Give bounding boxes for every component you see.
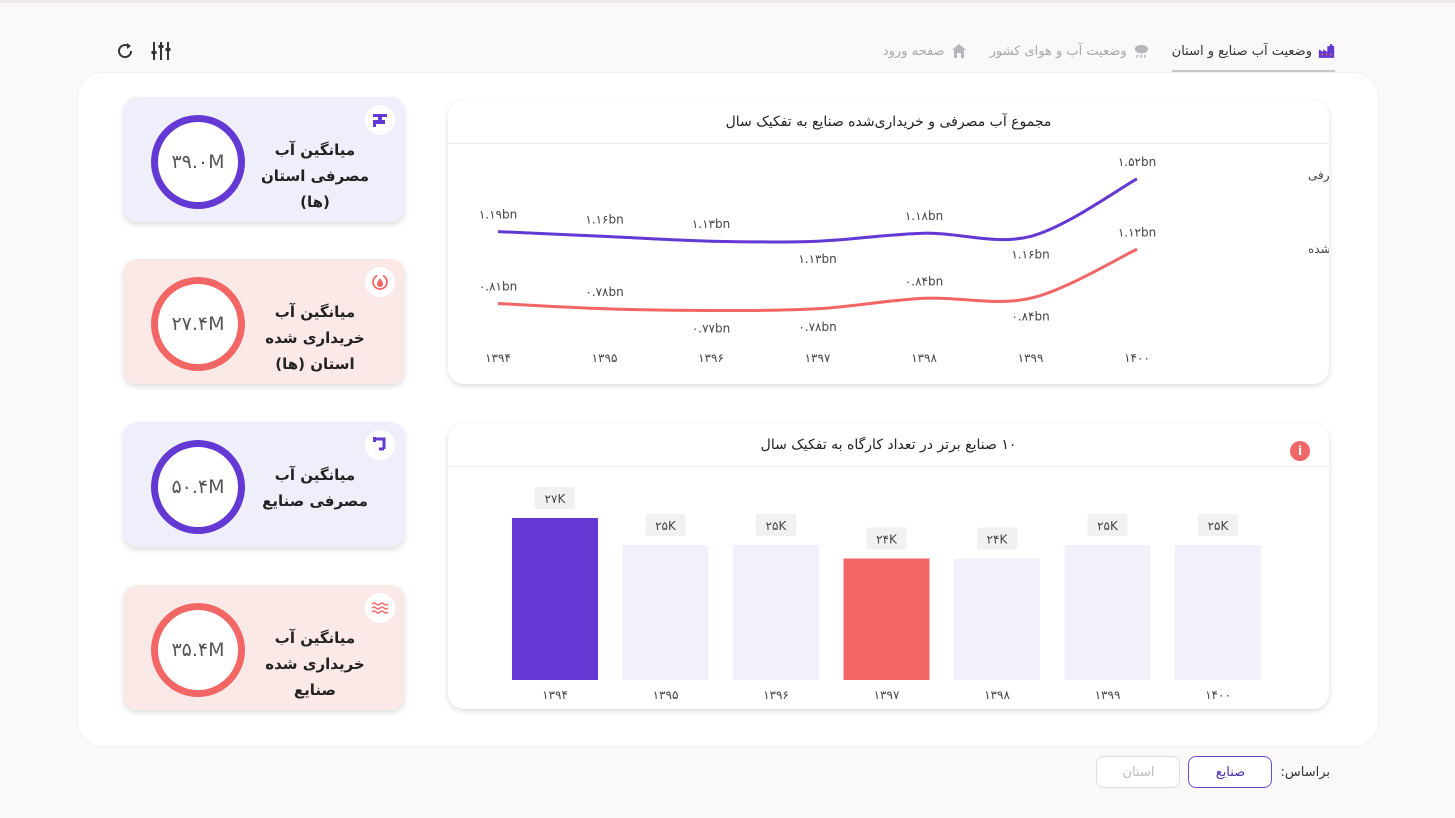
factory-icon [1318,43,1335,60]
series-line-1 [497,177,1138,244]
water-cycle-icon [365,267,395,297]
bar-label-bg [645,514,686,536]
bar-chart-title: ۱۰ صنایع برتر در تعداد کارگاه به تفکیک س… [448,423,1329,467]
bar-value-label: ۲۵K [1097,519,1119,533]
line-chart: ۱.۱۹bn ۱.۱۶bn ۱.۱۳bn ۱.۱۳bn ۱.۱۸bn ۱.۱۶bn ۱.۵۲… [479,155,1329,365]
filter-label: براساس: [1280,764,1330,780]
top-border [0,0,1455,3]
bar-label-bg [1198,514,1238,536]
waves-icon [365,593,395,623]
bar-label-bg [756,514,796,536]
tab-weather[interactable]: وضعیت آب و هوای کشور [990,38,1150,64]
bar [512,518,598,680]
x-tick-label: ۱۳۹۵ [653,688,679,702]
tab-weather-label: وضعیت آب و هوای کشور [989,43,1127,59]
stat-title: میانگین آب مصرفی استان (ها) [260,141,370,211]
home-icon [951,43,968,60]
legend-label: مجموع آب مصرفی [1308,167,1329,183]
bar [733,545,819,680]
filter-group: براساس: صنایع استان [1096,756,1330,788]
data-label: ۱.۱۳bn [692,217,730,231]
sliders-icon [151,42,171,60]
bar-value-label: ۲۵K [655,519,677,533]
data-label: ۰.۷۸bn [585,285,623,299]
x-tick-label: ۱۳۹۸ [911,351,937,365]
x-tick-label: ۱۴۰۰ [1205,688,1231,702]
stat-title: میانگین آب خریداری شده استان (ها) [265,303,365,373]
filter-province-button[interactable]: استان [1096,756,1181,788]
tab-industry[interactable]: وضعیت آب صنایع و استان [1171,38,1335,72]
bar-value-label: ۲۵K [1208,519,1230,533]
stat-value: ۳۹.۰M [171,151,225,173]
filters-button[interactable] [150,40,172,62]
x-tick-label: ۱۳۹۹ [1095,688,1121,702]
cloud-rain-icon [1133,43,1150,60]
stat-ring: ۵۰.۴M [151,440,245,534]
toolbar [114,40,172,62]
refresh-icon [118,43,133,59]
stat-card-province-consumption: ۳۹.۰M میانگین آب مصرفی استان (ها) [123,97,405,222]
bar-label-bg [866,527,907,550]
data-label: ۱.۱۶bn [1011,247,1049,261]
bar-chart: ۲۷K ۱۳۹۴ ۲۵K ۱۳۹۵ ۲۵K ۱۳۹۶ ۲۴K ۱۳۹۷ ۲۴K ۱۳۹۸ ۲۵K ۱۳… [512,487,1261,702]
bar-value-label: ۲۵K [766,519,788,533]
x-tick-label: ۱۳۹۴ [485,351,511,365]
line-chart-panel: مجموع آب مصرفی و خریداری‌شده صنایع به تف… [448,100,1329,384]
data-label: ۰.۷۸bn [798,320,836,334]
refresh-button[interactable] [114,40,136,62]
x-tick-label: ۱۳۹۶ [763,688,789,702]
bar-chart-panel: ۱۰ صنایع برتر در تعداد کارگاه به تفکیک س… [448,423,1329,709]
data-label: ۱.۱۶bn [585,212,623,226]
legend-label: مجموع آب خریداری‌شده [1308,241,1329,257]
bar [622,545,709,680]
bar-label-bg [977,527,1017,550]
x-tick-label: ۱۳۹۹ [1018,351,1044,365]
bar-value-label: ۲۴K [987,533,1009,547]
x-tick-label: ۱۴۰۰ [1124,351,1150,365]
bar [1175,545,1261,680]
tab-home-label: صفحه ورود [882,43,945,59]
stat-ring: ۳۹.۰M [151,115,245,209]
stat-value: ۲۷.۴M [171,313,225,335]
stat-ring: ۳۵.۴M [151,603,245,697]
data-label: ۱.۱۳bn [798,252,836,266]
data-label: ۰.۸۴bn [1011,309,1049,323]
bar-label-bg [1087,514,1128,536]
data-label: ۱.۱۹bn [479,208,517,222]
stat-value: ۳۵.۴M [171,639,225,661]
tab-home[interactable]: صفحه ورود [883,38,968,64]
x-tick-label: ۱۳۹۷ [805,351,831,365]
bar-value-label: ۲۴K [876,533,898,547]
stat-card-industry-purchased: ۳۵.۴M میانگین آب خریداری شده صنایع [123,585,405,710]
data-label: ۱.۵۲bn [1118,155,1156,169]
bar [1064,545,1151,680]
bar-label-bg [535,487,575,509]
data-label: ۱.۱۲bn [1118,225,1156,239]
bar [954,558,1040,680]
bar-value-label: ۲۷K [545,492,567,506]
stat-title: میانگین آب مصرفی صنایع [262,466,368,510]
stat-value: ۵۰.۴M [171,476,225,498]
stat-title: میانگین آب خریداری شده صنایع [265,629,365,699]
data-label: ۰.۸۱bn [479,280,517,294]
x-tick-label: ۱۳۹۷ [874,688,900,702]
info-icon[interactable]: i [1290,441,1310,461]
header-tabs: صفحه ورود وضعیت آب و هوای کشور وضعیت آب … [883,38,1335,72]
stat-card-industry-consumption: ۵۰.۴M میانگین آب مصرفی صنایع [123,422,405,547]
bar [843,558,930,680]
data-label: ۰.۸۴bn [905,274,943,288]
stat-ring: ۲۷.۴M [151,277,245,371]
stat-card-province-purchased: ۲۷.۴M میانگین آب خریداری شده استان (ها) [123,259,405,384]
filter-industry-button[interactable]: صنایع [1188,756,1273,788]
data-label: ۰.۷۷bn [692,322,730,336]
x-tick-label: ۱۳۹۴ [542,688,568,702]
faucet-icon [365,105,395,135]
data-label: ۱.۱۸bn [905,209,943,223]
x-tick-label: ۱۳۹۸ [984,688,1010,702]
x-tick-label: ۱۳۹۶ [698,351,724,365]
tab-industry-label: وضعیت آب صنایع و استان [1171,43,1312,59]
x-tick-label: ۱۳۹۵ [592,351,618,365]
line-chart-title: مجموع آب مصرفی و خریداری‌شده صنایع به تف… [448,100,1329,144]
pipe-icon [365,430,395,460]
